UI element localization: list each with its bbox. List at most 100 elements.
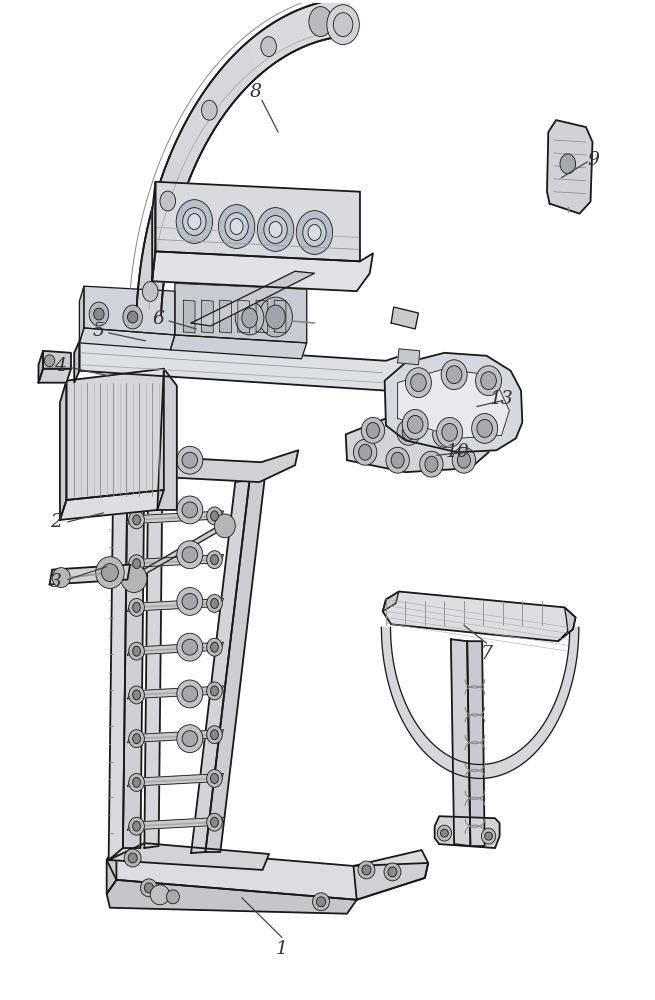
Polygon shape [79,341,415,391]
Polygon shape [558,607,576,641]
Ellipse shape [133,777,140,787]
Text: 1: 1 [276,940,288,958]
Ellipse shape [411,374,426,392]
Ellipse shape [359,444,371,460]
Ellipse shape [182,639,198,655]
Ellipse shape [176,200,213,243]
Polygon shape [383,591,576,641]
Polygon shape [354,863,428,900]
Ellipse shape [442,423,457,441]
Polygon shape [183,300,195,333]
Ellipse shape [477,419,493,437]
Ellipse shape [129,555,144,573]
Polygon shape [84,286,175,335]
Ellipse shape [121,565,147,592]
Polygon shape [451,639,470,846]
Polygon shape [191,271,314,326]
Polygon shape [175,283,307,343]
Ellipse shape [211,817,218,827]
Ellipse shape [177,496,203,524]
Ellipse shape [269,222,282,237]
Ellipse shape [150,885,170,905]
Text: 13: 13 [490,390,514,408]
Ellipse shape [309,7,332,36]
Ellipse shape [457,452,470,468]
Polygon shape [60,381,66,520]
Ellipse shape [264,216,288,243]
Ellipse shape [128,311,138,323]
Ellipse shape [388,867,397,877]
Ellipse shape [333,13,353,37]
Ellipse shape [144,883,153,893]
Polygon shape [43,351,71,369]
Ellipse shape [441,360,467,390]
Polygon shape [274,300,286,333]
Ellipse shape [182,452,198,468]
Polygon shape [128,511,223,524]
Polygon shape [155,182,360,261]
Polygon shape [157,369,177,510]
Ellipse shape [266,305,286,329]
Ellipse shape [437,417,462,447]
Text: 10: 10 [445,443,469,461]
Ellipse shape [481,828,496,844]
Polygon shape [128,598,223,611]
Polygon shape [383,591,399,611]
Ellipse shape [296,211,333,254]
Polygon shape [50,565,130,585]
Ellipse shape [384,863,401,881]
Polygon shape [170,335,307,359]
Text: 3: 3 [50,573,62,591]
Polygon shape [391,307,419,329]
Ellipse shape [207,813,222,831]
Ellipse shape [308,225,321,240]
Ellipse shape [485,832,493,840]
Polygon shape [107,846,428,900]
Polygon shape [128,686,223,699]
Ellipse shape [133,559,140,569]
Ellipse shape [133,821,140,831]
Polygon shape [144,460,162,848]
Polygon shape [79,286,84,343]
Ellipse shape [177,446,203,474]
Ellipse shape [96,557,124,589]
Ellipse shape [331,8,346,28]
Polygon shape [202,300,213,333]
Ellipse shape [402,424,415,440]
Polygon shape [79,328,175,350]
Ellipse shape [207,594,222,612]
Polygon shape [128,555,223,568]
Polygon shape [136,157,191,315]
Text: 5: 5 [93,322,105,340]
Ellipse shape [129,642,144,660]
Ellipse shape [407,415,423,433]
Polygon shape [238,300,250,333]
Ellipse shape [225,213,248,240]
Ellipse shape [207,638,222,656]
Polygon shape [381,627,579,778]
Ellipse shape [182,731,198,747]
Ellipse shape [182,686,198,702]
Polygon shape [398,369,510,438]
Ellipse shape [182,593,198,609]
Polygon shape [435,816,500,848]
Ellipse shape [261,37,276,57]
Ellipse shape [362,417,384,443]
Ellipse shape [425,456,438,472]
Ellipse shape [327,5,360,45]
Ellipse shape [202,100,217,120]
Ellipse shape [211,555,218,565]
Polygon shape [60,490,164,520]
Polygon shape [137,0,350,310]
Ellipse shape [133,690,140,700]
Text: 4: 4 [54,357,66,375]
Ellipse shape [183,208,206,235]
Ellipse shape [207,682,222,700]
Ellipse shape [143,282,158,301]
Ellipse shape [133,734,140,744]
Polygon shape [467,641,485,846]
Ellipse shape [129,730,144,748]
Ellipse shape [438,825,451,841]
Polygon shape [109,843,269,870]
Ellipse shape [129,511,144,529]
